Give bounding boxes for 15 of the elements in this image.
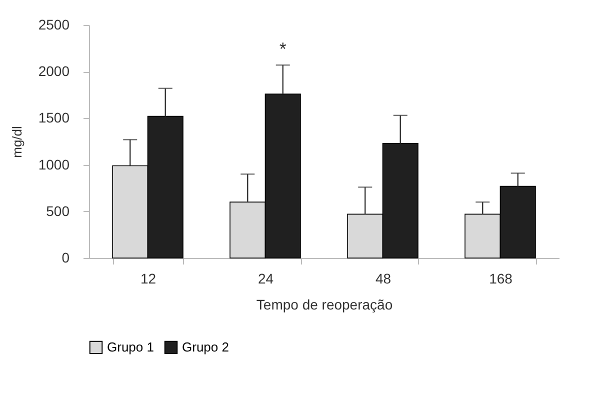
x-axis-title: Tempo de reoperação bbox=[256, 296, 393, 312]
x-tick-label: 168 bbox=[489, 270, 513, 286]
y-tick-label: 1000 bbox=[38, 156, 70, 172]
y-tick-label: 2000 bbox=[38, 63, 70, 80]
x-tick-label: 12 bbox=[140, 270, 156, 286]
x-tick-label: 24 bbox=[258, 270, 274, 286]
y-tick-label: 0 bbox=[62, 250, 70, 266]
annotation: * bbox=[279, 39, 286, 60]
y-tick-label: 2500 bbox=[38, 16, 70, 32]
y-axis-title: mg/dl bbox=[9, 126, 24, 158]
y-tick-label: 500 bbox=[46, 202, 70, 219]
legend-label: Grupo 2 bbox=[182, 339, 229, 354]
y-tick-label: 1500 bbox=[38, 110, 70, 126]
x-tick-label: 48 bbox=[375, 270, 392, 286]
legend-label: Grupo 1 bbox=[107, 339, 154, 354]
